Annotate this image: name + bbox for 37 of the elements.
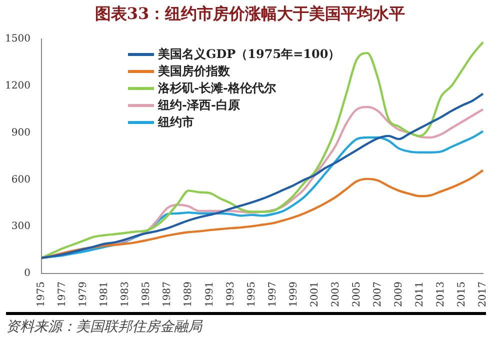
- x-tick-label: 1987: [162, 282, 174, 308]
- legend-label: 美国名义GDP（1975年=100）: [158, 46, 340, 63]
- y-tick-label: 0: [24, 268, 30, 280]
- legend-label: 纽约-泽西-白原: [158, 97, 240, 114]
- x-tick-label: 2009: [393, 282, 404, 308]
- x-tick-label: 2003: [330, 282, 342, 308]
- x-tick-label: 2005: [351, 282, 362, 308]
- y-tick-label: 1500: [4, 34, 30, 45]
- x-tick-label: 1983: [120, 282, 132, 308]
- x-tick-label: 2007: [372, 282, 384, 308]
- legend-label: 美国房价指数: [158, 63, 230, 80]
- x-tick-label: 2017: [478, 282, 489, 308]
- line-series: [40, 169, 484, 260]
- x-tick-label: 1979: [78, 282, 90, 308]
- text: 资料来源：美国联邦住房金融局: [6, 312, 486, 336]
- x-tick-label: 1995: [246, 282, 258, 308]
- x-tick-label: 1985: [141, 282, 152, 308]
- x-tick-label: 1989: [183, 282, 194, 308]
- y-tick-label: 900: [11, 127, 30, 138]
- x-tick-label: 1999: [288, 282, 300, 308]
- chart-title: 图表33：纽约市房价涨幅大于美国平均水平: [94, 4, 406, 25]
- y-tick-label: 300: [11, 221, 30, 232]
- legend-label: 纽约市: [158, 114, 194, 131]
- y-tick-label: 1200: [4, 80, 30, 92]
- x-tick-label: 2001: [309, 282, 320, 308]
- line-series: [40, 41, 484, 260]
- x-tick-label: 2015: [456, 282, 468, 308]
- x-tick-label: 2011: [414, 282, 426, 308]
- x-tick-label: 1977: [57, 282, 68, 308]
- y-tick-label: 600: [11, 174, 30, 186]
- x-tick-label: 1993: [225, 282, 236, 308]
- x-tick-label: 1991: [204, 282, 216, 308]
- x-tick-label: 1975: [36, 282, 48, 308]
- x-tick-label: 1997: [267, 282, 278, 308]
- x-tick-label: 2013: [436, 282, 447, 308]
- legend-label: 洛杉矶-长滩-格伦代尔: [158, 80, 276, 97]
- x-tick-label: 1981: [99, 282, 110, 308]
